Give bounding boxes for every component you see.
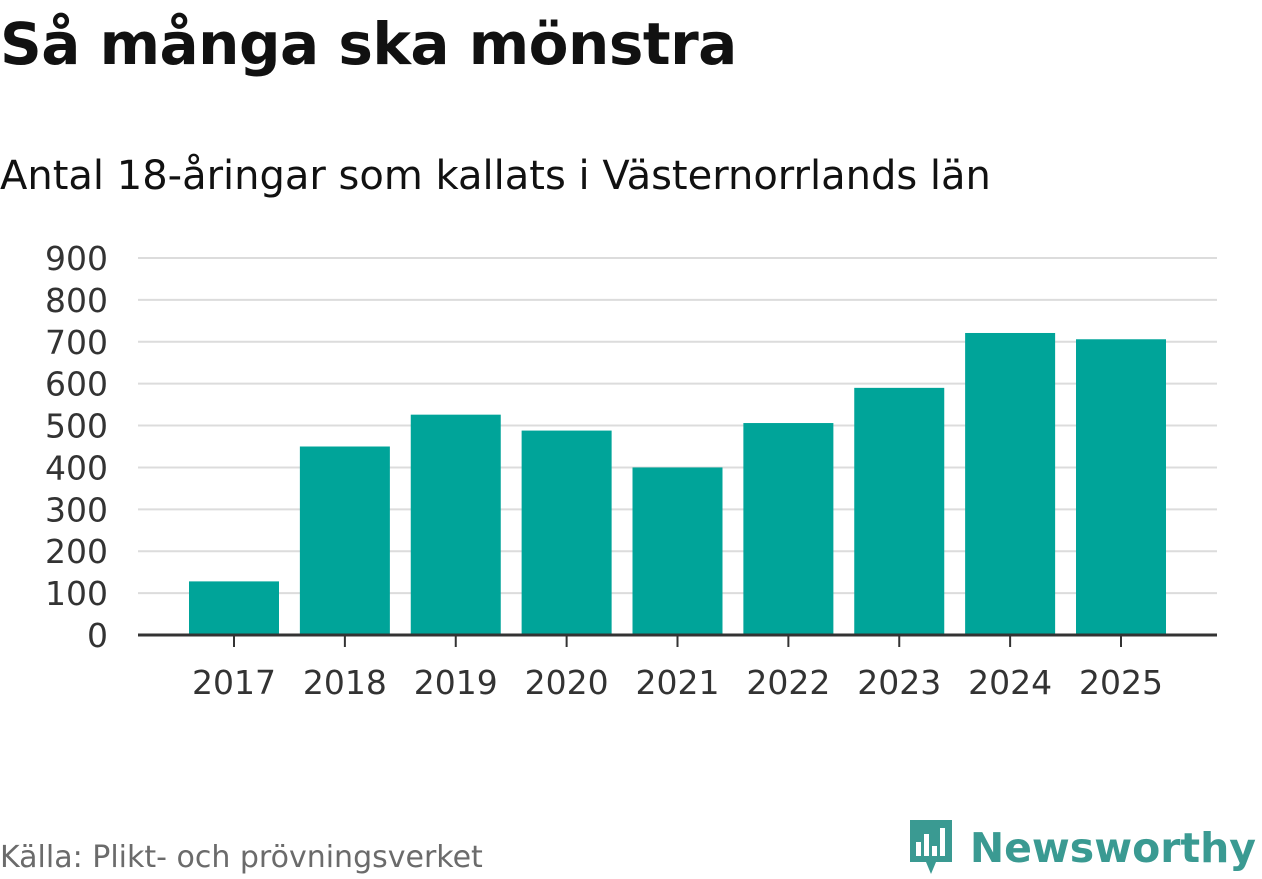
y-tick-label: 500 (45, 407, 108, 446)
y-tick-label: 400 (45, 448, 108, 487)
source-note: Källa: Plikt- och prövningsverket (0, 840, 483, 875)
x-tick-label: 2024 (968, 663, 1052, 702)
y-tick-label: 700 (45, 323, 108, 362)
y-tick-label: 0 (87, 616, 108, 655)
x-tick-label: 2018 (303, 663, 387, 702)
x-tick-label: 2020 (525, 663, 609, 702)
x-tick-label: 2017 (192, 663, 276, 702)
bar-2019 (410, 414, 501, 635)
newsworthy-logo-icon (909, 820, 952, 874)
y-tick-label: 300 (45, 490, 108, 529)
bars (189, 332, 1166, 635)
x-tick-label: 2019 (414, 663, 498, 702)
y-tick-label: 900 (45, 239, 108, 278)
y-tick-label: 600 (45, 365, 108, 404)
bar-2017 (189, 581, 279, 635)
y-tick-label: 100 (45, 574, 108, 613)
y-tick-label: 200 (45, 532, 108, 571)
bar-2025 (1076, 339, 1166, 635)
x-tick-label: 2023 (857, 663, 941, 702)
x-tick-label: 2022 (746, 663, 830, 702)
y-tick-label: 800 (45, 281, 108, 320)
bar-2024 (965, 332, 1056, 635)
brand-logo: Newsworthy (906, 818, 1256, 878)
chart-title: Så många ska mönstra (0, 10, 737, 78)
brand-name: Newsworthy (969, 824, 1256, 872)
x-tick-label: 2021 (636, 663, 720, 702)
bar-2018 (299, 446, 390, 635)
bar-2021 (632, 467, 723, 635)
x-tick-label: 2025 (1079, 663, 1163, 702)
bar-2023 (854, 387, 945, 635)
chart-subtitle: Antal 18-åringar som kallats i Västernor… (0, 153, 991, 199)
bar-2022 (743, 423, 834, 635)
bar-2020 (521, 430, 612, 635)
